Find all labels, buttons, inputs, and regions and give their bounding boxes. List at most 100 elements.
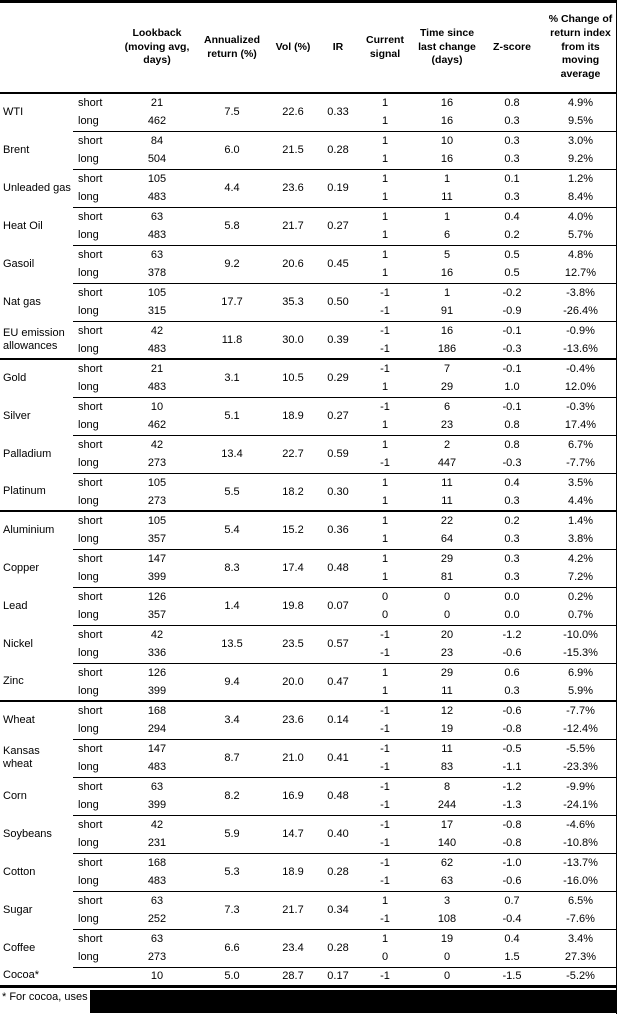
ir-value: 0.28 xyxy=(321,130,355,169)
time-since-change-value: 7 xyxy=(415,358,479,378)
z-score-value: -0.2 xyxy=(479,282,545,302)
pct-change-value: 3.0% xyxy=(545,130,616,150)
commodity-row-short: Copper short 147 8.3 17.4 0.48 1 29 0.3 … xyxy=(0,548,616,587)
commodity-name: Copper xyxy=(3,561,40,574)
pct-change-value: -23.3% xyxy=(563,761,598,774)
leg-label-short: short xyxy=(73,814,115,834)
lookback-value: 483 xyxy=(147,761,167,774)
lookback-value: 462 xyxy=(147,115,167,128)
leg-label-long: long xyxy=(78,609,99,622)
ir-value: 0.34 xyxy=(321,890,355,929)
lookback-value: 273 xyxy=(147,457,167,470)
z-score-value: 0.3 xyxy=(479,130,545,150)
commodity-row-long: long 399 -1 244 -1.3 -24.1% xyxy=(0,796,616,815)
commodity-row-short: Soybeans short 42 5.9 14.7 0.40 -1 17 -0… xyxy=(0,814,616,853)
time-since-change-value: 2 xyxy=(415,434,479,454)
pct-change-value: 12.0% xyxy=(564,381,597,394)
signal-value: 1 xyxy=(381,153,389,166)
vol-value: 21.7 xyxy=(265,206,321,245)
signal-value: 0 xyxy=(355,586,415,606)
time-since-change-value: 11 xyxy=(441,191,453,204)
lookback-value: 42 xyxy=(115,814,199,834)
commodity-row-short: Coffee short 63 6.6 23.4 0.28 1 19 0.4 3… xyxy=(0,928,616,967)
signal-value: -1 xyxy=(380,761,390,774)
z-score-value: 0.3 xyxy=(504,153,520,166)
lookback-value: 63 xyxy=(115,776,199,796)
vol-value: 20.6 xyxy=(265,244,321,283)
time-since-change-value: 20 xyxy=(415,624,479,644)
z-score-value: -0.3 xyxy=(502,343,522,355)
pct-change-value: -26.4% xyxy=(563,305,598,318)
signal-value: 1 xyxy=(355,662,415,682)
pct-change-value: -10.0% xyxy=(545,624,616,644)
z-score-value: 0.4 xyxy=(479,928,545,948)
annualized-return-value: 13.5 xyxy=(199,624,265,663)
z-score-value: 0.3 xyxy=(504,115,520,128)
pct-change-value: 7.2% xyxy=(567,571,594,584)
pct-change-value: -0.4% xyxy=(545,358,616,378)
signal-value: 1 xyxy=(381,685,389,697)
annualized-return-value: 7.3 xyxy=(199,890,265,929)
header-time-since-change: Time since last change (days) xyxy=(415,3,479,94)
signal-value: 1 xyxy=(381,97,389,109)
ir-value: 0.27 xyxy=(321,396,355,435)
ir-value: 0.48 xyxy=(321,548,355,587)
commodity-name: Sugar xyxy=(3,903,33,916)
pct-change-value: -12.4% xyxy=(563,723,598,736)
signal-value: -1 xyxy=(355,738,415,758)
ir-value: 0.19 xyxy=(321,168,355,207)
signal-value: 1 xyxy=(355,928,415,948)
signal-value: -1 xyxy=(380,723,390,736)
signal-value: -1 xyxy=(380,305,390,318)
z-score-value: -0.9 xyxy=(502,305,522,318)
commodity-row-long: long 273 -1 447 -0.3 -7.7% xyxy=(0,454,616,473)
z-score-value: 0.3 xyxy=(504,533,520,546)
vol-value: 18.9 xyxy=(265,852,321,891)
time-since-change-value: 1 xyxy=(415,282,479,302)
signal-value: 1 xyxy=(355,434,415,454)
leg-label-short: short xyxy=(73,206,115,226)
z-score-value: 0.6 xyxy=(479,662,545,682)
time-since-change-value: 29 xyxy=(415,548,479,568)
lookback-value: 105 xyxy=(115,472,199,492)
z-score-value: 0.8 xyxy=(479,434,545,454)
leg-label-short: short xyxy=(73,890,115,910)
leg-label-long: long xyxy=(78,837,99,850)
pct-change-value: 1.4% xyxy=(545,510,616,530)
z-score-value: -1.0 xyxy=(479,852,545,872)
leg-label-long: long xyxy=(78,191,99,204)
time-since-change-value: 62 xyxy=(415,852,479,872)
pct-change-value: 6.5% xyxy=(545,890,616,910)
signal-value: -1 xyxy=(355,852,415,872)
annualized-return-value: 11.8 xyxy=(199,320,265,359)
time-since-change-value: 447 xyxy=(437,457,457,470)
signal-value: 0 xyxy=(381,951,389,964)
commodity-row-long: long 294 -1 19 -0.8 -12.4% xyxy=(0,720,616,739)
leg-label-long: long xyxy=(78,533,99,546)
leg-label-short: short xyxy=(73,852,115,872)
header-pct-change: % Change of return index from its moving… xyxy=(545,3,616,94)
z-score-value: -1.1 xyxy=(502,761,522,774)
pct-change-value: -4.6% xyxy=(545,814,616,834)
signal-value: -1 xyxy=(355,814,415,834)
pct-change-value: 5.9% xyxy=(567,685,594,697)
time-since-change-value: 22 xyxy=(415,510,479,530)
signal-value: -1 xyxy=(355,396,415,416)
time-since-change-value: 1 xyxy=(415,168,479,188)
leg-label-long: long xyxy=(78,115,99,128)
pct-change-value: -9.9% xyxy=(545,776,616,796)
lookback-value: 483 xyxy=(147,343,167,355)
momentum-signals-table: Lookback (moving avg, days) Annualized r… xyxy=(0,3,616,988)
z-score-value: 0.3 xyxy=(479,548,545,568)
leg-label-long: long xyxy=(78,267,99,280)
lookback-value: 147 xyxy=(115,738,199,758)
vol-value: 15.2 xyxy=(265,510,321,549)
lookback-value: 126 xyxy=(115,662,199,682)
commodity-name: Wheat xyxy=(0,700,73,739)
time-since-change-value: 0 xyxy=(415,586,479,606)
commodity-row-short: Gold short 21 3.1 10.5 0.29 -1 7 -0.1 -0… xyxy=(0,358,616,397)
commodity-row-long: long 378 1 16 0.5 12.7% xyxy=(0,264,616,283)
lookback-value: 105 xyxy=(115,168,199,188)
time-since-change-value: 29 xyxy=(440,381,454,394)
z-score-value: 1.5 xyxy=(504,951,520,964)
